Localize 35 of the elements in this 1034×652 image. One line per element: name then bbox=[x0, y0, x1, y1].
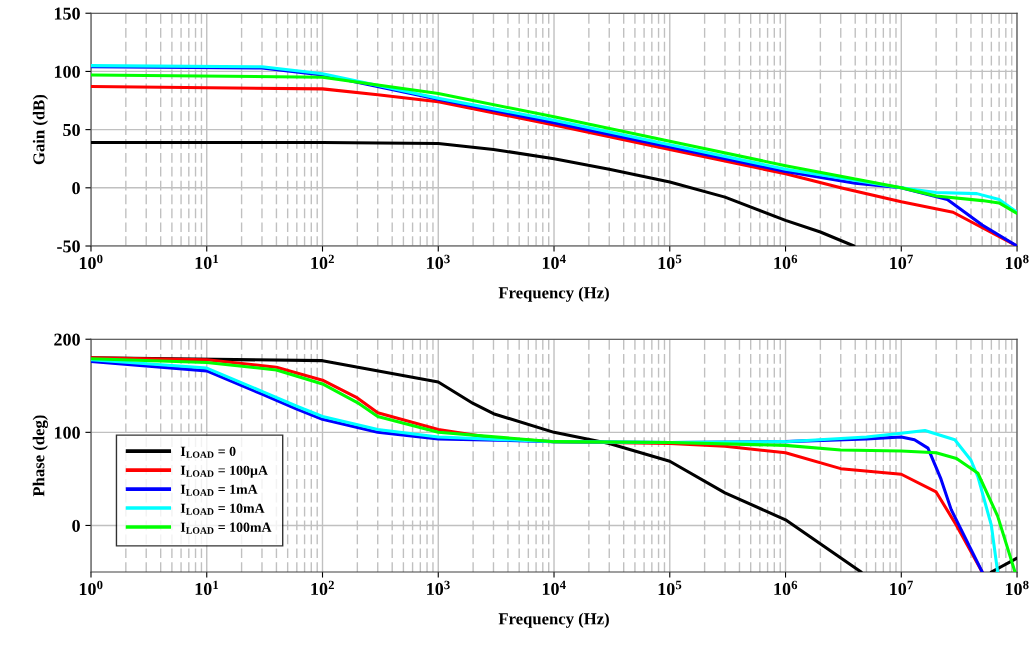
x-tick-label: 10$^{3}$ bbox=[427, 580, 450, 596]
legend-label: I$_{LOAD}$ = 100µA bbox=[180, 465, 268, 478]
y-axis-title: Phase (deg) bbox=[32, 415, 48, 497]
legend-label: I$_{LOAD}$ = 1mA bbox=[180, 484, 258, 496]
x-tick-label: 10$^{0}$ bbox=[79, 580, 103, 596]
x-tick-label: 10$^{2}$ bbox=[311, 580, 334, 596]
x-axis-title: Frequency (Hz) bbox=[498, 612, 609, 628]
x-tick-label: 10$^{2}$ bbox=[311, 254, 334, 270]
x-tick-label: 10$^{8}$ bbox=[1005, 254, 1029, 270]
x-tick-label: 10$^{6}$ bbox=[774, 254, 798, 270]
x-tick-label: 10$^{1}$ bbox=[195, 580, 219, 595]
y-tick-label: -50 bbox=[57, 240, 80, 253]
x-tick-label: 10$^{5}$ bbox=[658, 254, 682, 270]
x-tick-label: 10$^{5}$ bbox=[658, 580, 682, 596]
legend-label: I$_{LOAD}$ = 100mA bbox=[180, 522, 272, 534]
x-tick-label: 10$^{0}$ bbox=[79, 254, 103, 270]
x-tick-label: 10$^{4}$ bbox=[542, 254, 566, 269]
x-tick-label: 10$^{1}$ bbox=[195, 254, 219, 269]
x-axis-title: Frequency (Hz) bbox=[498, 286, 609, 302]
y-axis-title: Gain (dB) bbox=[32, 94, 48, 165]
x-tick-label: 10$^{6}$ bbox=[774, 580, 798, 596]
legend-label: I$_{LOAD}$ = 0 bbox=[180, 446, 236, 458]
y-tick-label: 100 bbox=[54, 426, 80, 439]
x-tick-label: 10$^{3}$ bbox=[427, 254, 450, 270]
x-tick-label: 10$^{8}$ bbox=[1005, 580, 1029, 596]
x-tick-label: 10$^{4}$ bbox=[542, 580, 566, 595]
x-tick-label: 10$^{7}$ bbox=[890, 254, 913, 270]
legend-label: I$_{LOAD}$ = 10mA bbox=[180, 503, 265, 515]
y-tick-label: 0 bbox=[72, 182, 80, 195]
y-tick-label: 0 bbox=[72, 519, 80, 532]
y-tick-label: 50 bbox=[63, 123, 80, 137]
y-tick-label: 100 bbox=[54, 65, 80, 78]
y-tick-label: 150 bbox=[54, 7, 80, 20]
x-tick-label: 10$^{7}$ bbox=[890, 580, 913, 596]
y-tick-label: 200 bbox=[54, 333, 80, 346]
